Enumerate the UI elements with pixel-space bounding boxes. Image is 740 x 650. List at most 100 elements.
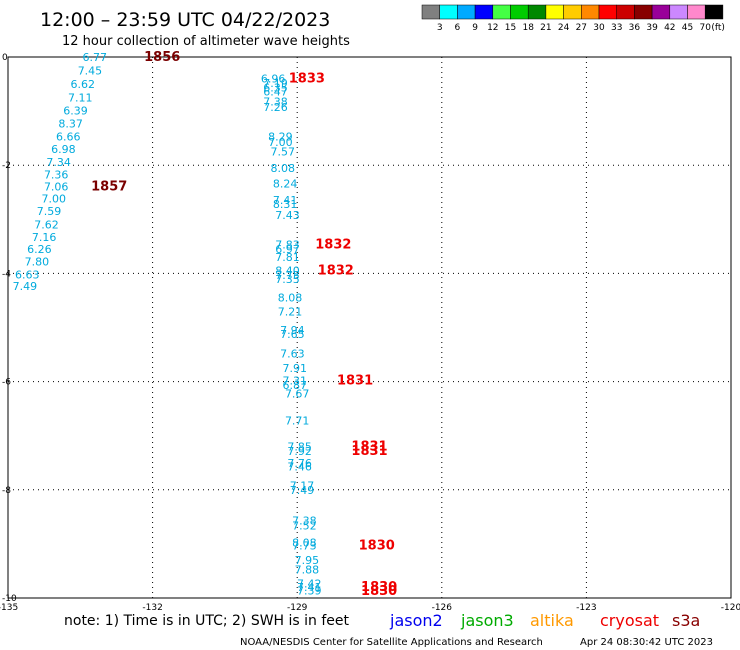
pass-time-label: 1831: [337, 374, 373, 389]
wave-height-point: 6.62: [70, 78, 95, 91]
wave-height-point: 7.71: [285, 415, 310, 428]
colorbar-label: 42: [664, 23, 675, 33]
x-tick-label: -123: [576, 603, 596, 613]
wave-height-point: 7.26: [263, 101, 288, 114]
wave-height-point: 6.87: [283, 379, 308, 392]
colorbar-label: 9: [472, 23, 478, 33]
wave-height-point: 7.95: [295, 554, 320, 567]
pass-time-label: 1830: [361, 584, 397, 599]
colorbar-swatch: [598, 4, 617, 20]
wave-height-point: 7.76: [287, 457, 312, 470]
colorbar-label: 6: [455, 23, 461, 33]
legend-jason3: jason3: [460, 611, 514, 630]
wave-height-point: 7.94: [280, 324, 305, 337]
colorbar-label: 33: [611, 23, 622, 33]
y-tick-label: -10: [2, 594, 17, 604]
wave-height-point: 8.31: [273, 198, 298, 211]
pass-time-label: 1832: [315, 238, 351, 253]
colorbar-swatch: [581, 4, 600, 20]
wave-height-point: 7.80: [25, 255, 50, 268]
colorbar-label: 30: [593, 23, 605, 33]
wave-height-point: 7.41: [273, 194, 298, 207]
credit-text: NOAA/NESDIS Center for Satellite Applica…: [240, 637, 543, 648]
generated-timestamp: Apr 24 08:30:42 UTC 2023: [580, 637, 713, 648]
wave-height-point: 7.17: [290, 479, 315, 492]
wave-height-point: 6.96: [261, 73, 286, 86]
wave-height-point: 6.63: [15, 268, 40, 281]
colorbar-label: 39: [646, 23, 658, 33]
pass-time-label: 1832: [318, 264, 354, 279]
colorbar-swatch: [492, 4, 511, 20]
wave-height-point: 7.49: [13, 280, 38, 293]
colorbar-label: 36: [629, 23, 641, 33]
wave-height-point: 7.21: [278, 305, 303, 318]
wave-height-point: 6.35: [263, 81, 288, 94]
colorbar-swatch: [563, 4, 582, 20]
wave-height-point: 7.45: [78, 65, 103, 78]
wave-height-point: 7.91: [283, 362, 308, 375]
colorbar-label: 24: [558, 23, 570, 33]
wave-height-point: 7.73: [292, 540, 317, 553]
wave-height-point: 7.88: [295, 563, 320, 576]
wave-height-point: 7.38: [263, 95, 288, 108]
colorbar-label: 18: [522, 23, 534, 33]
colorbar-label: 12: [487, 23, 498, 33]
x-tick-label: -120: [721, 603, 740, 613]
colorbar-swatch: [421, 4, 440, 20]
legend-altika: altika: [530, 611, 574, 630]
wave-height-point: 6.98: [51, 143, 76, 156]
wave-height-point: 7.11: [68, 92, 93, 105]
wave-height-point: 7.81: [275, 251, 300, 264]
wave-height-point: 7.00: [268, 136, 293, 149]
colorbar-swatch: [457, 4, 476, 20]
satellite-legend: jason2 jason3 altika cryosat s3a: [389, 611, 700, 630]
colorbar-swatch: [704, 4, 724, 20]
wave-height-point: 7.06: [44, 180, 69, 193]
legend-s3a: s3a: [672, 611, 700, 630]
wave-height-point: 7.46: [287, 461, 312, 474]
colorbar-swatch: [510, 4, 529, 20]
pass-time-label: 1831: [351, 440, 387, 455]
colorbar-swatch: [527, 4, 547, 20]
pass-time-label: 1857: [91, 179, 127, 194]
wave-height-point: 8.24: [273, 178, 298, 191]
wave-height-point: 7.31: [283, 375, 308, 388]
colorbar-swatch: [669, 4, 688, 20]
chart-subtitle: 12 hour collection of altimeter wave hei…: [62, 34, 350, 49]
wave-height-point: 7.75: [275, 269, 300, 282]
wave-height-point: 7.00: [42, 193, 67, 206]
wave-height-point: 7.83: [275, 239, 300, 252]
pass-time-label: 1830: [359, 539, 395, 554]
y-tick-label: -4: [2, 269, 11, 279]
wave-height-point: 6.66: [56, 131, 81, 144]
colorbar-swatch: [474, 4, 494, 20]
pass-time-label: 1830: [361, 580, 397, 595]
y-tick-label: -2: [2, 161, 11, 171]
chart-title: 12:00 – 23:59 UTC 04/22/2023: [40, 9, 330, 31]
pass-time-label: 1856: [144, 50, 180, 65]
colorbar-label: 27: [576, 23, 587, 33]
pass-time-label: 1833: [289, 72, 325, 87]
wave-height-point: 7.38: [292, 515, 317, 528]
wave-height-point: 7.59: [37, 205, 62, 218]
wave-height-point: 7.57: [270, 146, 295, 159]
wave-height-point: 8.08: [278, 292, 303, 305]
colorbar-label: 70: [699, 23, 711, 33]
wave-height-point: 7.43: [275, 209, 300, 222]
x-tick-label: -129: [287, 603, 308, 613]
wave-height-point: 7.67: [285, 388, 310, 401]
colorbar: 3 6 9 12 15 18 21 24 27 30 33 36 39 42 45 70 (ft): [421, 4, 725, 33]
colorbar-unit: (ft): [711, 23, 725, 33]
wave-height-point: 7.19: [263, 77, 288, 90]
wave-height-point: 7.49: [290, 484, 315, 497]
wave-height-point: 8.08: [292, 536, 317, 549]
legend-jason2: jason2: [389, 611, 443, 630]
y-tick-label: -6: [2, 378, 11, 388]
wave-height-point: 7.35: [275, 273, 300, 286]
plot-frame: [7, 56, 732, 599]
y-axis-ticks: 0 -2 -4 -6 -8 -10: [2, 53, 17, 604]
wave-height-point: 7.36: [44, 168, 69, 181]
colorbar-swatch: [634, 4, 653, 20]
colorbar-label: 15: [505, 23, 516, 33]
